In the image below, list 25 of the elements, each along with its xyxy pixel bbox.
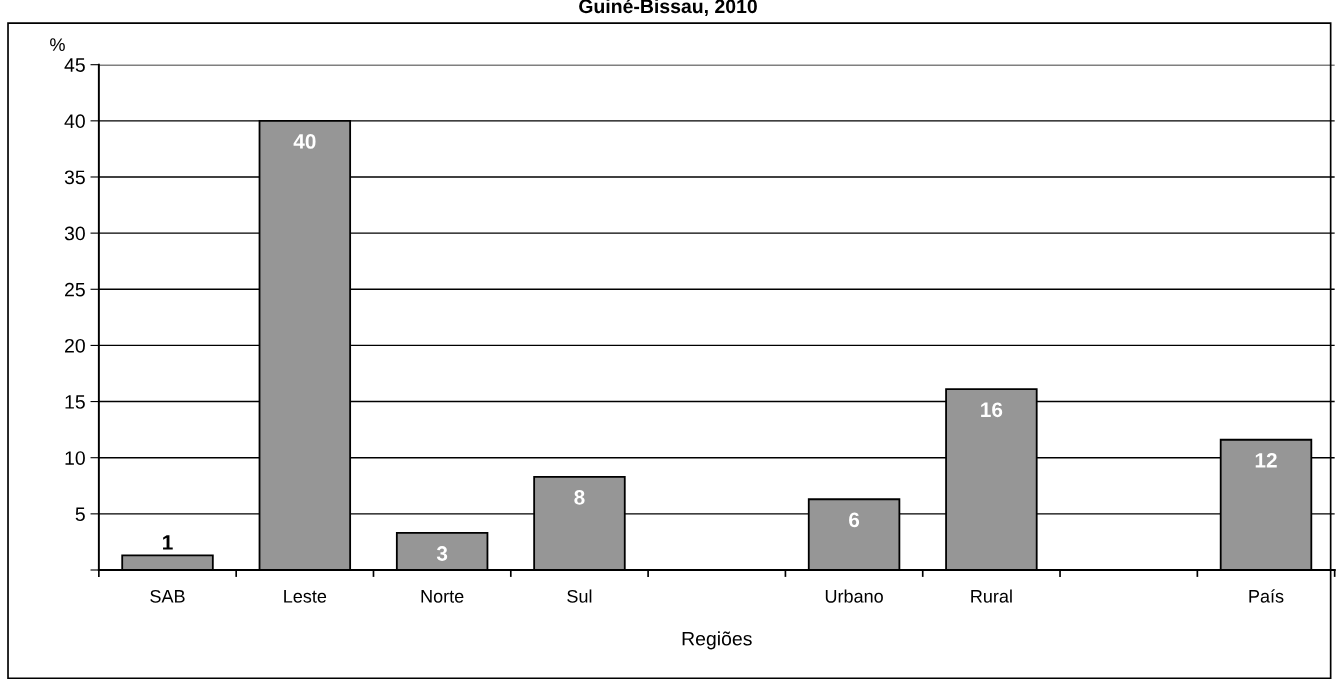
y-tick-label: 20 [65,338,85,353]
data-label: 8 [574,489,585,505]
x-tick-label: Norte [421,590,464,603]
y-tick-label: 40 [64,114,85,129]
x-tick-label: Rural [971,589,1012,603]
y-tick-label: 30 [64,226,85,241]
x-tick-label: Sul [567,589,592,603]
data-label: 1 [163,535,173,550]
x-tick-label: SAB [150,589,185,603]
y-tick-label: 10 [65,451,85,465]
data-label: 6 [849,512,860,528]
y-tick-label: 35 [64,170,85,185]
y-tick-label: 15 [65,395,85,409]
x-axis-title: Regiões [682,631,752,650]
x-tick-label: País [1249,589,1284,603]
y-tick-label: 25 [65,282,85,297]
data-label: 16 [981,402,1003,418]
data-label: 3 [436,546,448,561]
y-axis-title: % [50,38,65,51]
x-tick-label: Leste [284,590,327,603]
y-tick-label: 5 [75,507,85,522]
data-label: 12 [1255,452,1277,468]
data-label: 40 [293,134,316,149]
y-tick-label: 45 [64,58,85,72]
x-tick-label: Urbano [825,589,883,603]
